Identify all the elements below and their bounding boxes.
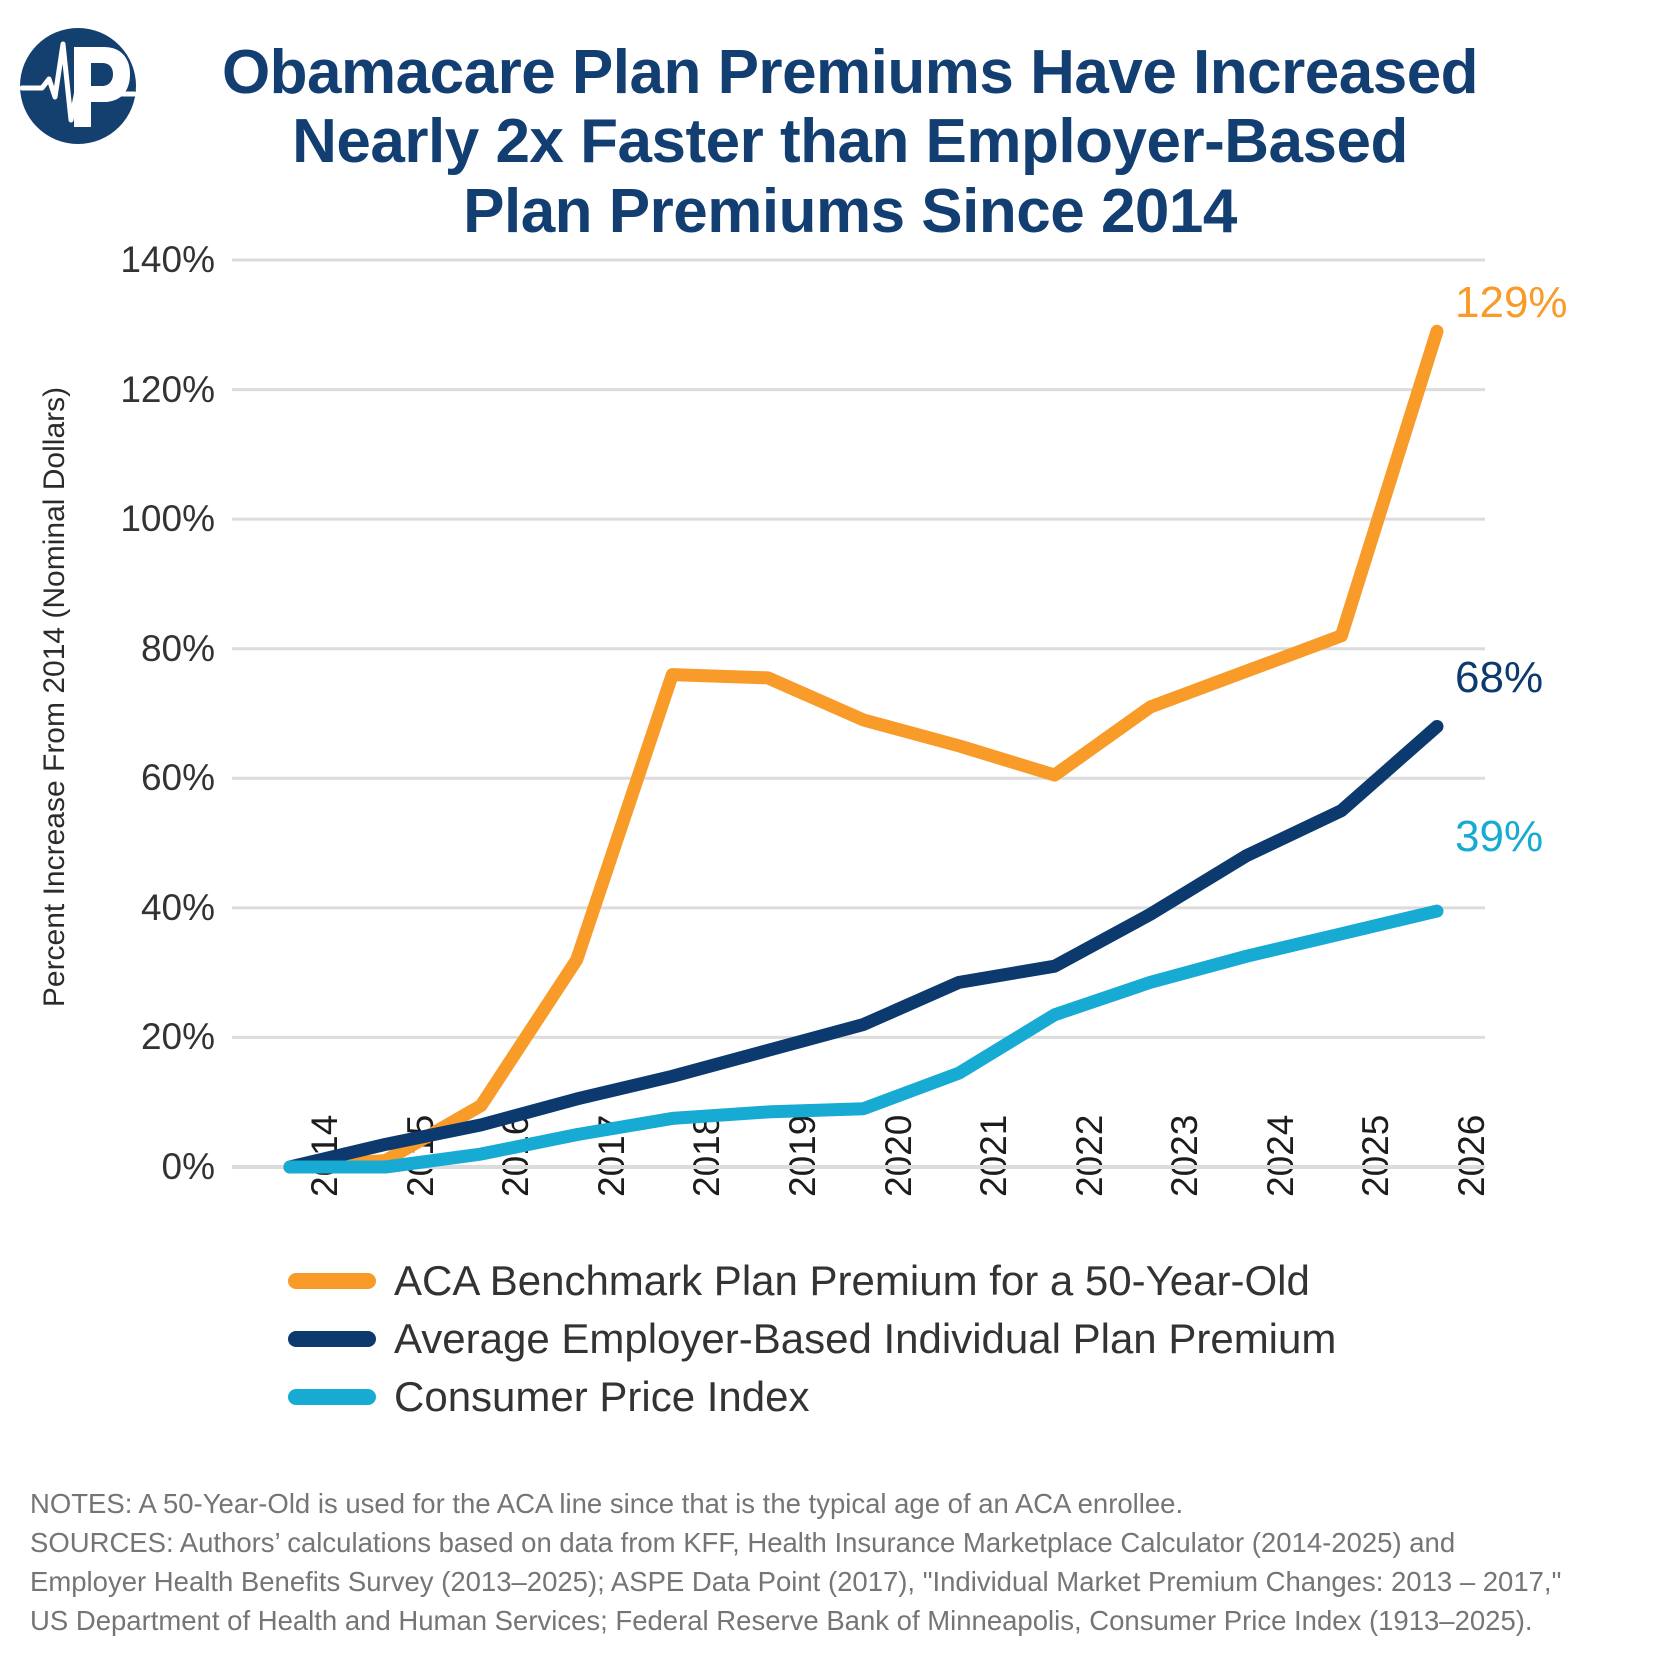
series-line [283,904,1444,1174]
y-axis-tick-label: 20% [140,1016,215,1058]
gridlines [232,258,1485,1169]
title-line-1: Obamacare Plan Premiums Have Increased [221,38,1479,107]
pulse-p-logo-icon [19,28,137,144]
legend-item-employer[interactable]: Average Employer-Based Individual Plan P… [288,1310,1488,1368]
series-lines [283,324,1444,1174]
title-line-2: Nearly 2x Faster than Employer-Based [292,107,1408,177]
legend-label-aca: ACA Benchmark Plan Premium for a 50-Year… [394,1257,1310,1304]
notes-line-4: US Department of Health and Human Servic… [30,1605,1533,1637]
y-axis-tick-label: 0% [161,1146,215,1187]
notes-line-1: NOTES: A 50-Year-Old is used for the ACA… [30,1488,1184,1519]
title-line-3: Plan Premiums Since 2014 [463,176,1237,246]
prognosis-logo [16,24,140,148]
plot-canvas [232,258,1485,1174]
line-chart: Percent Increase From 2014 (Nominal Doll… [0,230,1653,1240]
y-axis-tick-label: 100% [120,498,215,540]
y-axis-tick-label: 140% [120,239,215,280]
y-axis-tick-label: 120% [120,368,215,410]
series-line [283,719,1444,1174]
y-axis-tick-label: 60% [140,757,215,799]
y-axis-tick-label: 40% [140,886,215,928]
series-end-label: 39% [1455,812,1544,861]
page-title: Obamacare Plan Premiums Have Increased N… [150,38,1550,246]
legend-label-employer: Average Employer-Based Individual Plan P… [394,1315,1337,1362]
legend-swatch-cpi [288,1389,376,1405]
series-end-label: 129% [1455,278,1568,327]
legend-item-cpi[interactable]: Consumer Price Index [288,1368,1488,1426]
footnotes: NOTES: A 50-Year-Old is used for the ACA… [30,1484,1630,1640]
legend-item-aca[interactable]: ACA Benchmark Plan Premium for a 50-Year… [288,1252,1488,1310]
legend-swatch-employer [288,1331,376,1347]
chart-legend: ACA Benchmark Plan Premium for a 50-Year… [288,1252,1488,1426]
notes-line-2: SOURCES: Authors’ calculations based on … [30,1527,1456,1559]
legend-label-cpi: Consumer Price Index [394,1373,810,1420]
y-axis-tick-label: 80% [140,627,215,669]
notes-line-3: Employer Health Benefits Survey (2013–20… [30,1566,1562,1598]
series-end-label: 68% [1455,653,1544,702]
series-line [283,324,1444,1174]
legend-swatch-aca [288,1273,376,1289]
